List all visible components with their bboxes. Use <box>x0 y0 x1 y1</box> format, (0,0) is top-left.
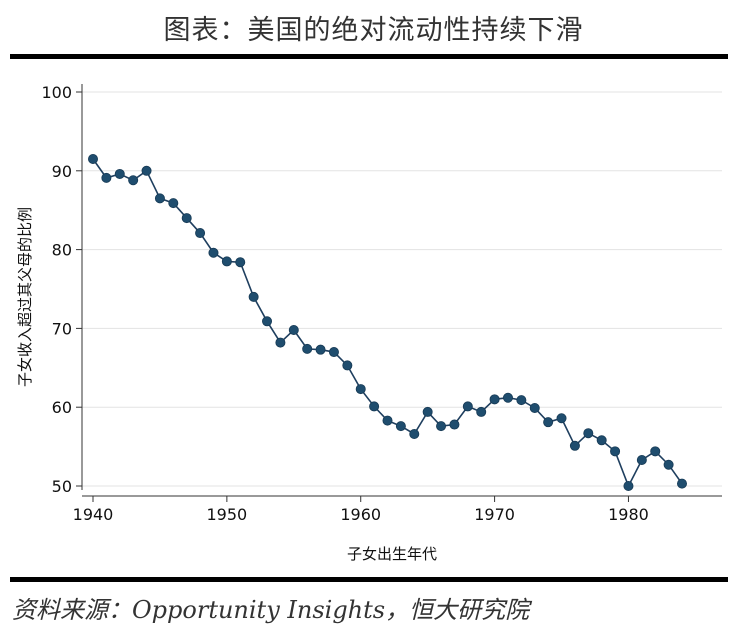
data-point-1979 <box>610 446 621 457</box>
data-point-1949 <box>208 247 219 258</box>
data-point-1984 <box>677 478 688 489</box>
axes <box>76 84 722 502</box>
data-point-1954 <box>275 337 286 348</box>
top-rule <box>10 54 728 59</box>
series-line-0 <box>92 158 683 488</box>
data-point-1952 <box>248 291 259 302</box>
data-point-1942 <box>114 168 125 179</box>
data-point-1966 <box>436 421 447 432</box>
y-tick-label-60: 60 <box>52 398 72 417</box>
data-point-1971 <box>502 392 513 403</box>
y-tick-label-80: 80 <box>52 241 72 260</box>
data-point-1981 <box>636 454 647 465</box>
data-point-1943 <box>128 175 139 186</box>
data-point-1968 <box>462 401 473 412</box>
data-point-1955 <box>288 324 299 335</box>
y-tick-label-90: 90 <box>52 162 72 181</box>
x-tick-label-1980: 1980 <box>608 505 649 524</box>
gridlines <box>82 91 722 487</box>
data-point-1970 <box>489 394 500 405</box>
data-point-1941 <box>101 172 112 183</box>
data-point-1967 <box>449 419 460 430</box>
data-point-1959 <box>342 360 353 371</box>
data-point-1969 <box>476 406 487 417</box>
source-note: 资料来源：Opportunity Insights，恒大研究院 <box>12 596 530 624</box>
data-point-1957 <box>315 344 326 355</box>
data-point-1945 <box>154 193 165 204</box>
data-point-1953 <box>262 316 273 327</box>
data-point-1977 <box>583 428 594 439</box>
data-point-1976 <box>569 440 580 451</box>
y-tick-label-70: 70 <box>52 319 72 338</box>
data-point-1961 <box>369 401 380 412</box>
series <box>88 153 688 491</box>
bottom-rule <box>10 577 728 582</box>
tick-labels: 50 60 70 80 90 100 1940 1950 1960 1970 1980 <box>41 83 648 524</box>
data-point-1950 <box>221 256 232 267</box>
data-point-1946 <box>168 198 179 209</box>
data-point-1980 <box>623 480 634 491</box>
chart-title: 图表：美国的绝对流动性持续下滑 <box>163 15 584 46</box>
data-point-1975 <box>556 413 567 424</box>
data-point-1962 <box>382 415 393 426</box>
data-point-1960 <box>355 384 366 395</box>
data-point-1982 <box>650 446 661 457</box>
data-point-1983 <box>663 459 674 470</box>
x-tick-label-1950: 1950 <box>207 505 248 524</box>
data-point-1940 <box>88 153 99 164</box>
data-point-1948 <box>195 228 206 239</box>
data-point-1956 <box>302 343 313 354</box>
x-tick-label-1970: 1970 <box>474 505 515 524</box>
data-point-1947 <box>181 213 192 224</box>
y-axis-title: 子女收入超过其父母的比例 <box>16 207 34 387</box>
data-point-1944 <box>141 165 152 176</box>
y-tick-label-100: 100 <box>41 83 72 102</box>
x-tick-label-1940: 1940 <box>73 505 114 524</box>
data-point-1958 <box>328 347 339 358</box>
y-tick-label-50: 50 <box>52 477 72 496</box>
data-point-1973 <box>529 402 540 413</box>
data-point-1978 <box>596 435 607 446</box>
x-tick-label-1960: 1960 <box>340 505 381 524</box>
data-point-1972 <box>516 395 527 406</box>
x-axis-title: 子女出生年代 <box>347 545 437 563</box>
data-point-1951 <box>235 257 246 268</box>
data-point-1974 <box>543 417 554 428</box>
data-point-1965 <box>422 406 433 417</box>
data-point-1963 <box>395 421 406 432</box>
data-point-1964 <box>409 428 420 439</box>
